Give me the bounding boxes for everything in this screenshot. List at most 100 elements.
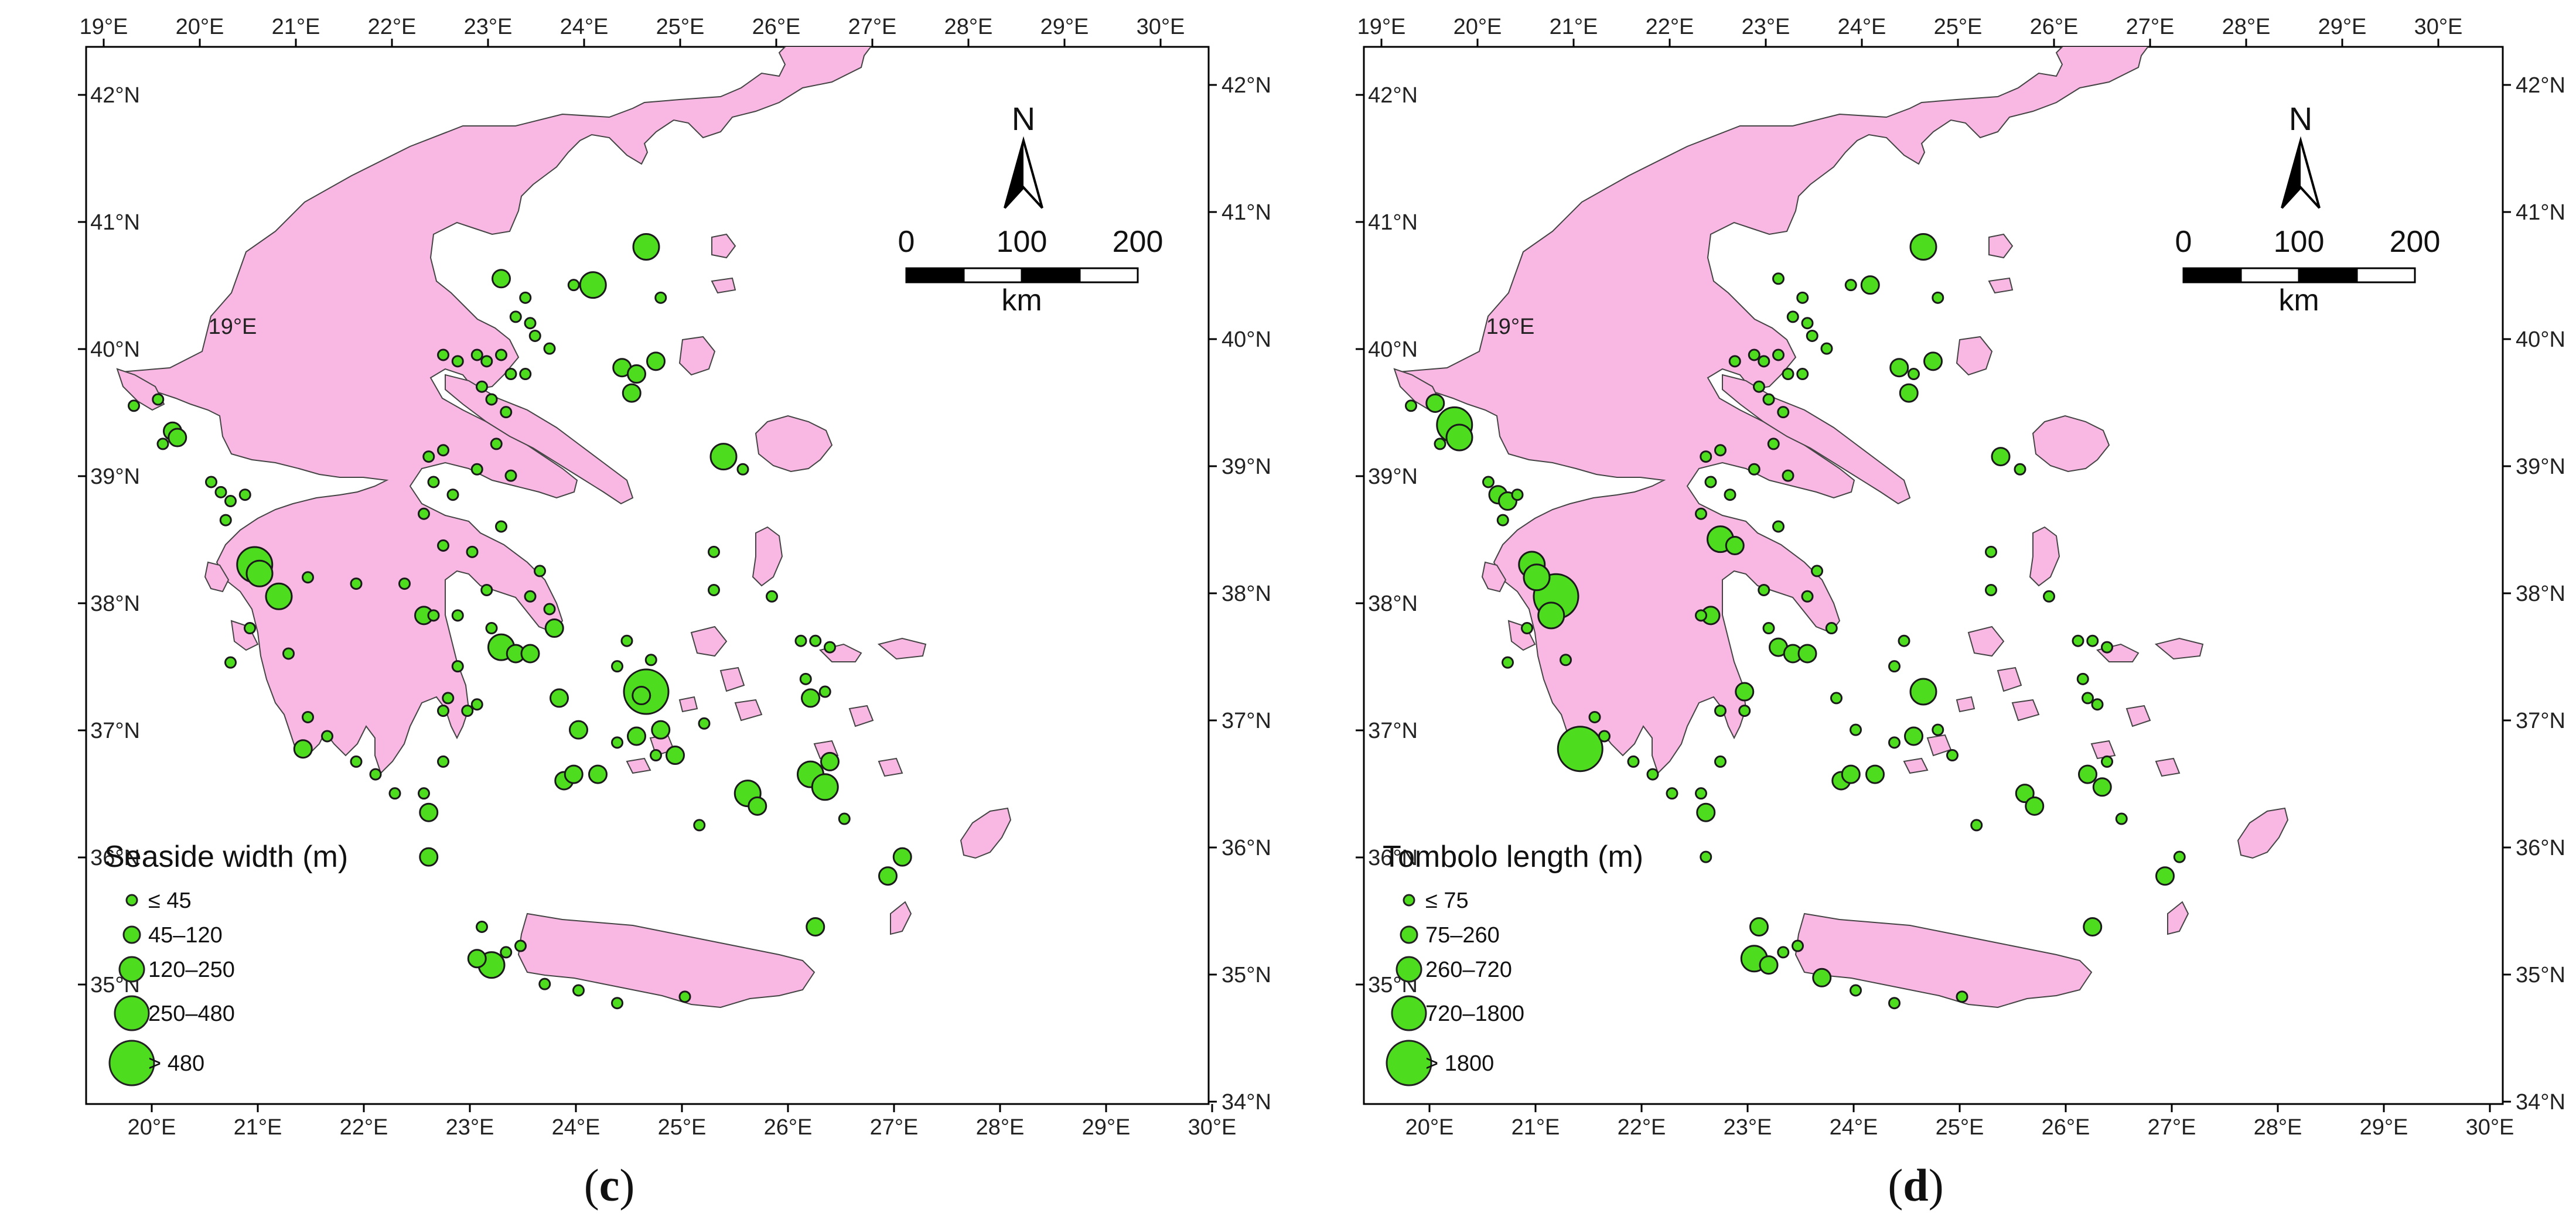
beach-marker [1909, 678, 1937, 706]
beach-marker [2076, 672, 2089, 685]
left-lat-tick-label: 38°N [90, 592, 140, 616]
bottom-lon-tick-label: 21°E [234, 1115, 282, 1140]
scale-label-200: 200 [1113, 225, 1164, 259]
marker-layer-d [1405, 233, 2186, 1010]
beach-marker [611, 660, 623, 673]
left-lat-tick-label: 41°N [90, 210, 140, 235]
left-lat-tick-label: 39°N [90, 464, 140, 489]
beach-marker [446, 488, 459, 501]
beach-marker [1696, 802, 1716, 822]
beach-marker [1956, 990, 1968, 1003]
bottom-lon-tick-label: 24°E [552, 1115, 601, 1140]
beach-marker [2078, 764, 2097, 784]
beach-marker [427, 476, 440, 488]
top-lon-tick-label: 29°E [2318, 15, 2367, 39]
beach-marker [293, 739, 313, 759]
top-lon-tick-label: 23°E [1742, 15, 1790, 39]
beach-marker [709, 443, 738, 471]
scale-bar-c: 0 100 200 km [898, 225, 1164, 317]
left-lat-tick-label: 37°N [90, 719, 140, 743]
legend-marker-d-2 [1400, 925, 1418, 944]
legend-marker-c-3 [118, 956, 145, 983]
right-lat-tick-label: 36°N [1222, 836, 1271, 860]
beach-marker [1801, 317, 1814, 330]
bottom-lon-tick-label: 23°E [446, 1115, 494, 1140]
beach-marker [1782, 368, 1794, 381]
legend-d: Tombolo length (m) ≤ 75 75–260 260–720 7… [1383, 840, 1643, 1086]
legend-label-d-1: ≤ 75 [1425, 888, 1469, 913]
beach-marker [627, 364, 646, 384]
beach-marker [2043, 590, 2055, 603]
bottom-lon-tick-label: 29°E [2360, 1115, 2408, 1140]
beach-marker [1796, 291, 1809, 304]
beach-marker [451, 355, 464, 368]
legend-label-c-2: 45–120 [148, 923, 223, 948]
beach-marker [1521, 622, 1533, 635]
beach-marker [490, 438, 503, 450]
beach-marker [1909, 233, 1937, 261]
beach-marker [572, 984, 585, 997]
top-lon-tick-label: 27°E [2126, 15, 2175, 39]
beach-marker [224, 495, 237, 508]
beach-marker [801, 688, 820, 708]
beach-marker [1762, 622, 1775, 635]
panel-label-d: (d) [1888, 1160, 1943, 1211]
scale-label-0: 0 [898, 225, 915, 259]
beach-marker [538, 978, 551, 990]
left-lat-tick-label: 41°N [1368, 210, 1418, 235]
beach-marker [476, 921, 488, 933]
beach-marker [2025, 796, 2045, 816]
bottom-lon-tick-label: 22°E [1618, 1115, 1666, 1140]
top-lon-tick-label: 21°E [272, 15, 320, 39]
beach-marker [650, 749, 662, 762]
beach-marker [245, 559, 274, 587]
beach-marker [451, 609, 464, 622]
beach-marker [2015, 784, 2035, 804]
beach-marker [519, 368, 532, 381]
beach-marker [1772, 272, 1785, 285]
beach-marker [500, 946, 513, 959]
beach-marker [1812, 968, 1832, 987]
beach-marker [644, 654, 657, 667]
top-lon-tick-label: 24°E [1838, 15, 1886, 39]
scale-label-100: 100 [997, 225, 1048, 259]
beach-marker [2155, 866, 2175, 886]
top-lon-tick-label: 22°E [368, 15, 417, 39]
beach-marker [892, 847, 912, 867]
beach-marker [519, 291, 532, 304]
beach-marker [302, 571, 314, 584]
beach-marker [1482, 476, 1495, 488]
legend-label-d-4: 720–1800 [1425, 1002, 1524, 1026]
beach-marker [693, 819, 706, 832]
beach-marker [809, 634, 822, 647]
beach-marker [302, 710, 314, 723]
beach-marker [1782, 469, 1794, 482]
beach-marker [524, 590, 537, 603]
beach-marker [398, 577, 411, 590]
beach-marker [1841, 764, 1861, 784]
beach-marker [2014, 463, 2026, 476]
left-lat-tick-label: 42°N [90, 83, 140, 108]
top-lon-tick-label: 25°E [656, 15, 705, 39]
beach-marker [579, 271, 607, 299]
top-lon-tick-label: 22°E [1646, 15, 1694, 39]
north-label: N [1012, 100, 1035, 137]
bottom-lon-tick-label: 25°E [658, 1115, 707, 1140]
beach-marker [1796, 368, 1809, 381]
beach-marker [1888, 997, 1901, 1010]
scale-unit: km [2278, 283, 2319, 317]
beach-marker [1704, 476, 1717, 488]
legend-c: Seaside width (m) ≤ 45 45–120 120–250 25… [104, 840, 348, 1086]
beach-marker [1898, 634, 1910, 647]
beach-marker [1502, 656, 1514, 669]
beach-marker [1899, 383, 1919, 403]
beach-marker [128, 399, 140, 412]
right-lat-tick-label: 42°N [2516, 73, 2565, 98]
left-lat-tick-label: 36°N [90, 846, 140, 870]
beach-marker [205, 476, 217, 488]
beach-marker [1666, 787, 1678, 800]
left-lat-tick-label: 39°N [1368, 464, 1418, 489]
beach-marker [646, 351, 666, 371]
beach-marker [820, 751, 840, 771]
